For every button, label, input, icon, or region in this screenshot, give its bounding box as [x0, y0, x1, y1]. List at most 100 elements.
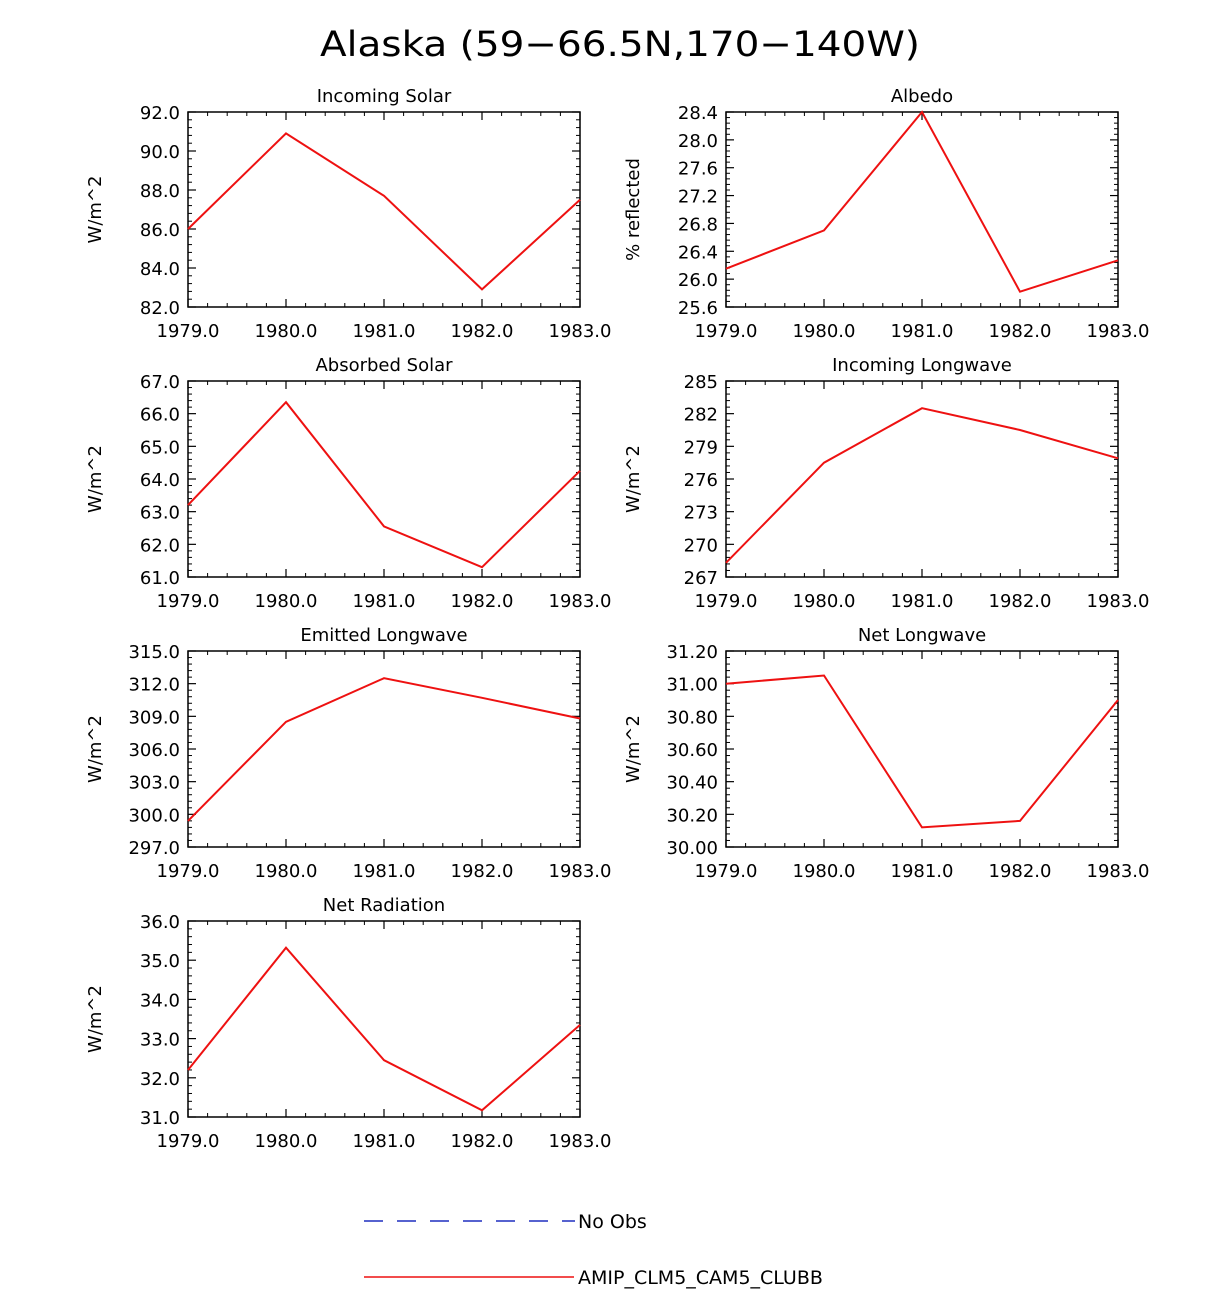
- figure-title: Alaska (59−66.5N,170−140W): [320, 25, 920, 65]
- y-tick-label: 276: [684, 470, 718, 491]
- x-tick-label: 1981.0: [353, 591, 416, 612]
- y-tick-label: 27.2: [678, 187, 718, 208]
- x-tick-label: 1980.0: [255, 861, 318, 882]
- x-tick-label: 1980.0: [793, 321, 856, 342]
- x-tick-label: 1979.0: [695, 321, 758, 342]
- chart-panel-7: 1979.0 1980.0 1981.0 1982.0 1983.0 31.0 32.0 33…: [85, 895, 611, 1152]
- chart-panels: 1979.0 1980.0 1981.0 1982.0 1983.0 82.0 84.0 86…: [85, 86, 1149, 1152]
- panel-title: Net Radiation: [323, 895, 445, 916]
- x-tick-label: 1983.0: [549, 1131, 612, 1152]
- plot-frame: [187, 920, 581, 1118]
- chart-panel-6: 1979.0 1980.0 1981.0 1982.0 1983.0 30.00 30.20…: [623, 625, 1149, 882]
- legend: No Obs AMIP_CLM5_CAM5_CLUBB: [364, 1211, 823, 1289]
- x-tick-label: 1980.0: [793, 861, 856, 882]
- y-tick-label: 31.0: [140, 1108, 180, 1129]
- y-tick-label: 270: [684, 535, 718, 556]
- chart-panel-2: 1979.0 1980.0 1981.0 1982.0 1983.0 25.6 26.0 26…: [623, 86, 1149, 342]
- y-tick-label: 31.20: [666, 642, 718, 663]
- y-tick-label: 306.0: [128, 740, 180, 761]
- y-tick-label: 65.0: [140, 437, 180, 458]
- chart-panel-3: 1979.0 1980.0 1981.0 1982.0 1983.0 61.0 62.0 63…: [85, 355, 611, 612]
- y-tick-label: 86.0: [140, 220, 180, 241]
- series-line: [725, 110, 1119, 293]
- x-tick-label: 1983.0: [1087, 861, 1150, 882]
- y-tick-label: 30.40: [666, 773, 718, 794]
- x-tick-label: 1983.0: [1087, 321, 1150, 342]
- x-tick-label: 1979.0: [157, 861, 220, 882]
- y-tick-label: 267: [684, 568, 718, 589]
- y-tick-label: 312.0: [128, 675, 180, 696]
- y-tick-label: 309.0: [128, 707, 180, 728]
- x-tick-label: 1980.0: [793, 591, 856, 612]
- x-tick-label: 1982.0: [451, 861, 514, 882]
- plot-frame: [187, 111, 581, 308]
- panel-title: Albedo: [891, 86, 953, 107]
- x-tick-label: 1979.0: [695, 861, 758, 882]
- x-tick-label: 1983.0: [549, 861, 612, 882]
- y-tick-label: 66.0: [140, 405, 180, 426]
- series-line: [187, 946, 581, 1112]
- y-tick-label: 282: [684, 405, 718, 426]
- x-tick-label: 1981.0: [353, 1131, 416, 1152]
- plot-frame: [725, 111, 1119, 308]
- x-tick-label: 1979.0: [157, 1131, 220, 1152]
- y-axis-label: W/m^2: [623, 445, 644, 513]
- x-tick-label: 1983.0: [549, 591, 612, 612]
- y-axis-label: W/m^2: [85, 176, 106, 244]
- panel-title: Incoming Solar: [317, 86, 452, 107]
- x-tick-label: 1982.0: [451, 1131, 514, 1152]
- x-tick-label: 1982.0: [989, 591, 1052, 612]
- series-line: [187, 400, 581, 569]
- y-axis-label: W/m^2: [85, 715, 106, 783]
- x-tick-label: 1982.0: [989, 861, 1052, 882]
- y-tick-label: 31.00: [666, 675, 718, 696]
- y-tick-label: 35.0: [140, 951, 180, 972]
- y-tick-label: 36.0: [140, 912, 180, 933]
- chart-panel-1: 1979.0 1980.0 1981.0 1982.0 1983.0 82.0 84.0 86…: [85, 86, 611, 342]
- y-tick-label: 300.0: [128, 805, 180, 826]
- series-line: [187, 132, 581, 291]
- y-tick-label: 82.0: [140, 298, 180, 319]
- x-tick-label: 1983.0: [1087, 591, 1150, 612]
- x-tick-label: 1980.0: [255, 591, 318, 612]
- y-axis-label: % reflected: [623, 158, 644, 261]
- y-tick-label: 25.6: [678, 298, 718, 319]
- panel-title: Incoming Longwave: [832, 355, 1012, 376]
- legend-label-amip: AMIP_CLM5_CAM5_CLUBB: [578, 1267, 823, 1289]
- y-tick-label: 26.8: [678, 214, 718, 235]
- chart-panel-4: 1979.0 1980.0 1981.0 1982.0 1983.0 267 270 273 2…: [623, 355, 1149, 612]
- y-axis-label: W/m^2: [623, 715, 644, 783]
- panel-title: Emitted Longwave: [300, 625, 467, 646]
- x-tick-label: 1980.0: [255, 321, 318, 342]
- y-tick-label: 67.0: [140, 372, 180, 393]
- y-tick-label: 63.0: [140, 503, 180, 524]
- y-tick-label: 34.0: [140, 990, 180, 1011]
- x-tick-label: 1981.0: [891, 591, 954, 612]
- y-axis-label: W/m^2: [85, 985, 106, 1053]
- y-tick-label: 28.4: [678, 103, 718, 124]
- y-tick-label: 315.0: [128, 642, 180, 663]
- x-tick-label: 1983.0: [549, 321, 612, 342]
- y-tick-label: 88.0: [140, 181, 180, 202]
- x-tick-label: 1982.0: [451, 321, 514, 342]
- y-tick-label: 26.4: [678, 242, 718, 263]
- plot-frame: [187, 380, 581, 578]
- x-tick-label: 1982.0: [989, 321, 1052, 342]
- x-tick-label: 1980.0: [255, 1131, 318, 1152]
- x-tick-label: 1981.0: [891, 321, 954, 342]
- y-tick-label: 61.0: [140, 568, 180, 589]
- x-tick-label: 1982.0: [451, 591, 514, 612]
- y-tick-label: 285: [684, 372, 718, 393]
- y-tick-label: 33.0: [140, 1030, 180, 1051]
- y-tick-label: 27.6: [678, 159, 718, 180]
- y-tick-label: 62.0: [140, 535, 180, 556]
- x-tick-label: 1979.0: [157, 591, 220, 612]
- panel-title: Absorbed Solar: [315, 355, 453, 376]
- y-tick-label: 30.00: [666, 838, 718, 859]
- y-tick-label: 30.60: [666, 740, 718, 761]
- y-tick-label: 303.0: [128, 773, 180, 794]
- series-line: [187, 677, 581, 822]
- plot-frame: [725, 650, 1119, 848]
- y-tick-label: 28.0: [678, 131, 718, 152]
